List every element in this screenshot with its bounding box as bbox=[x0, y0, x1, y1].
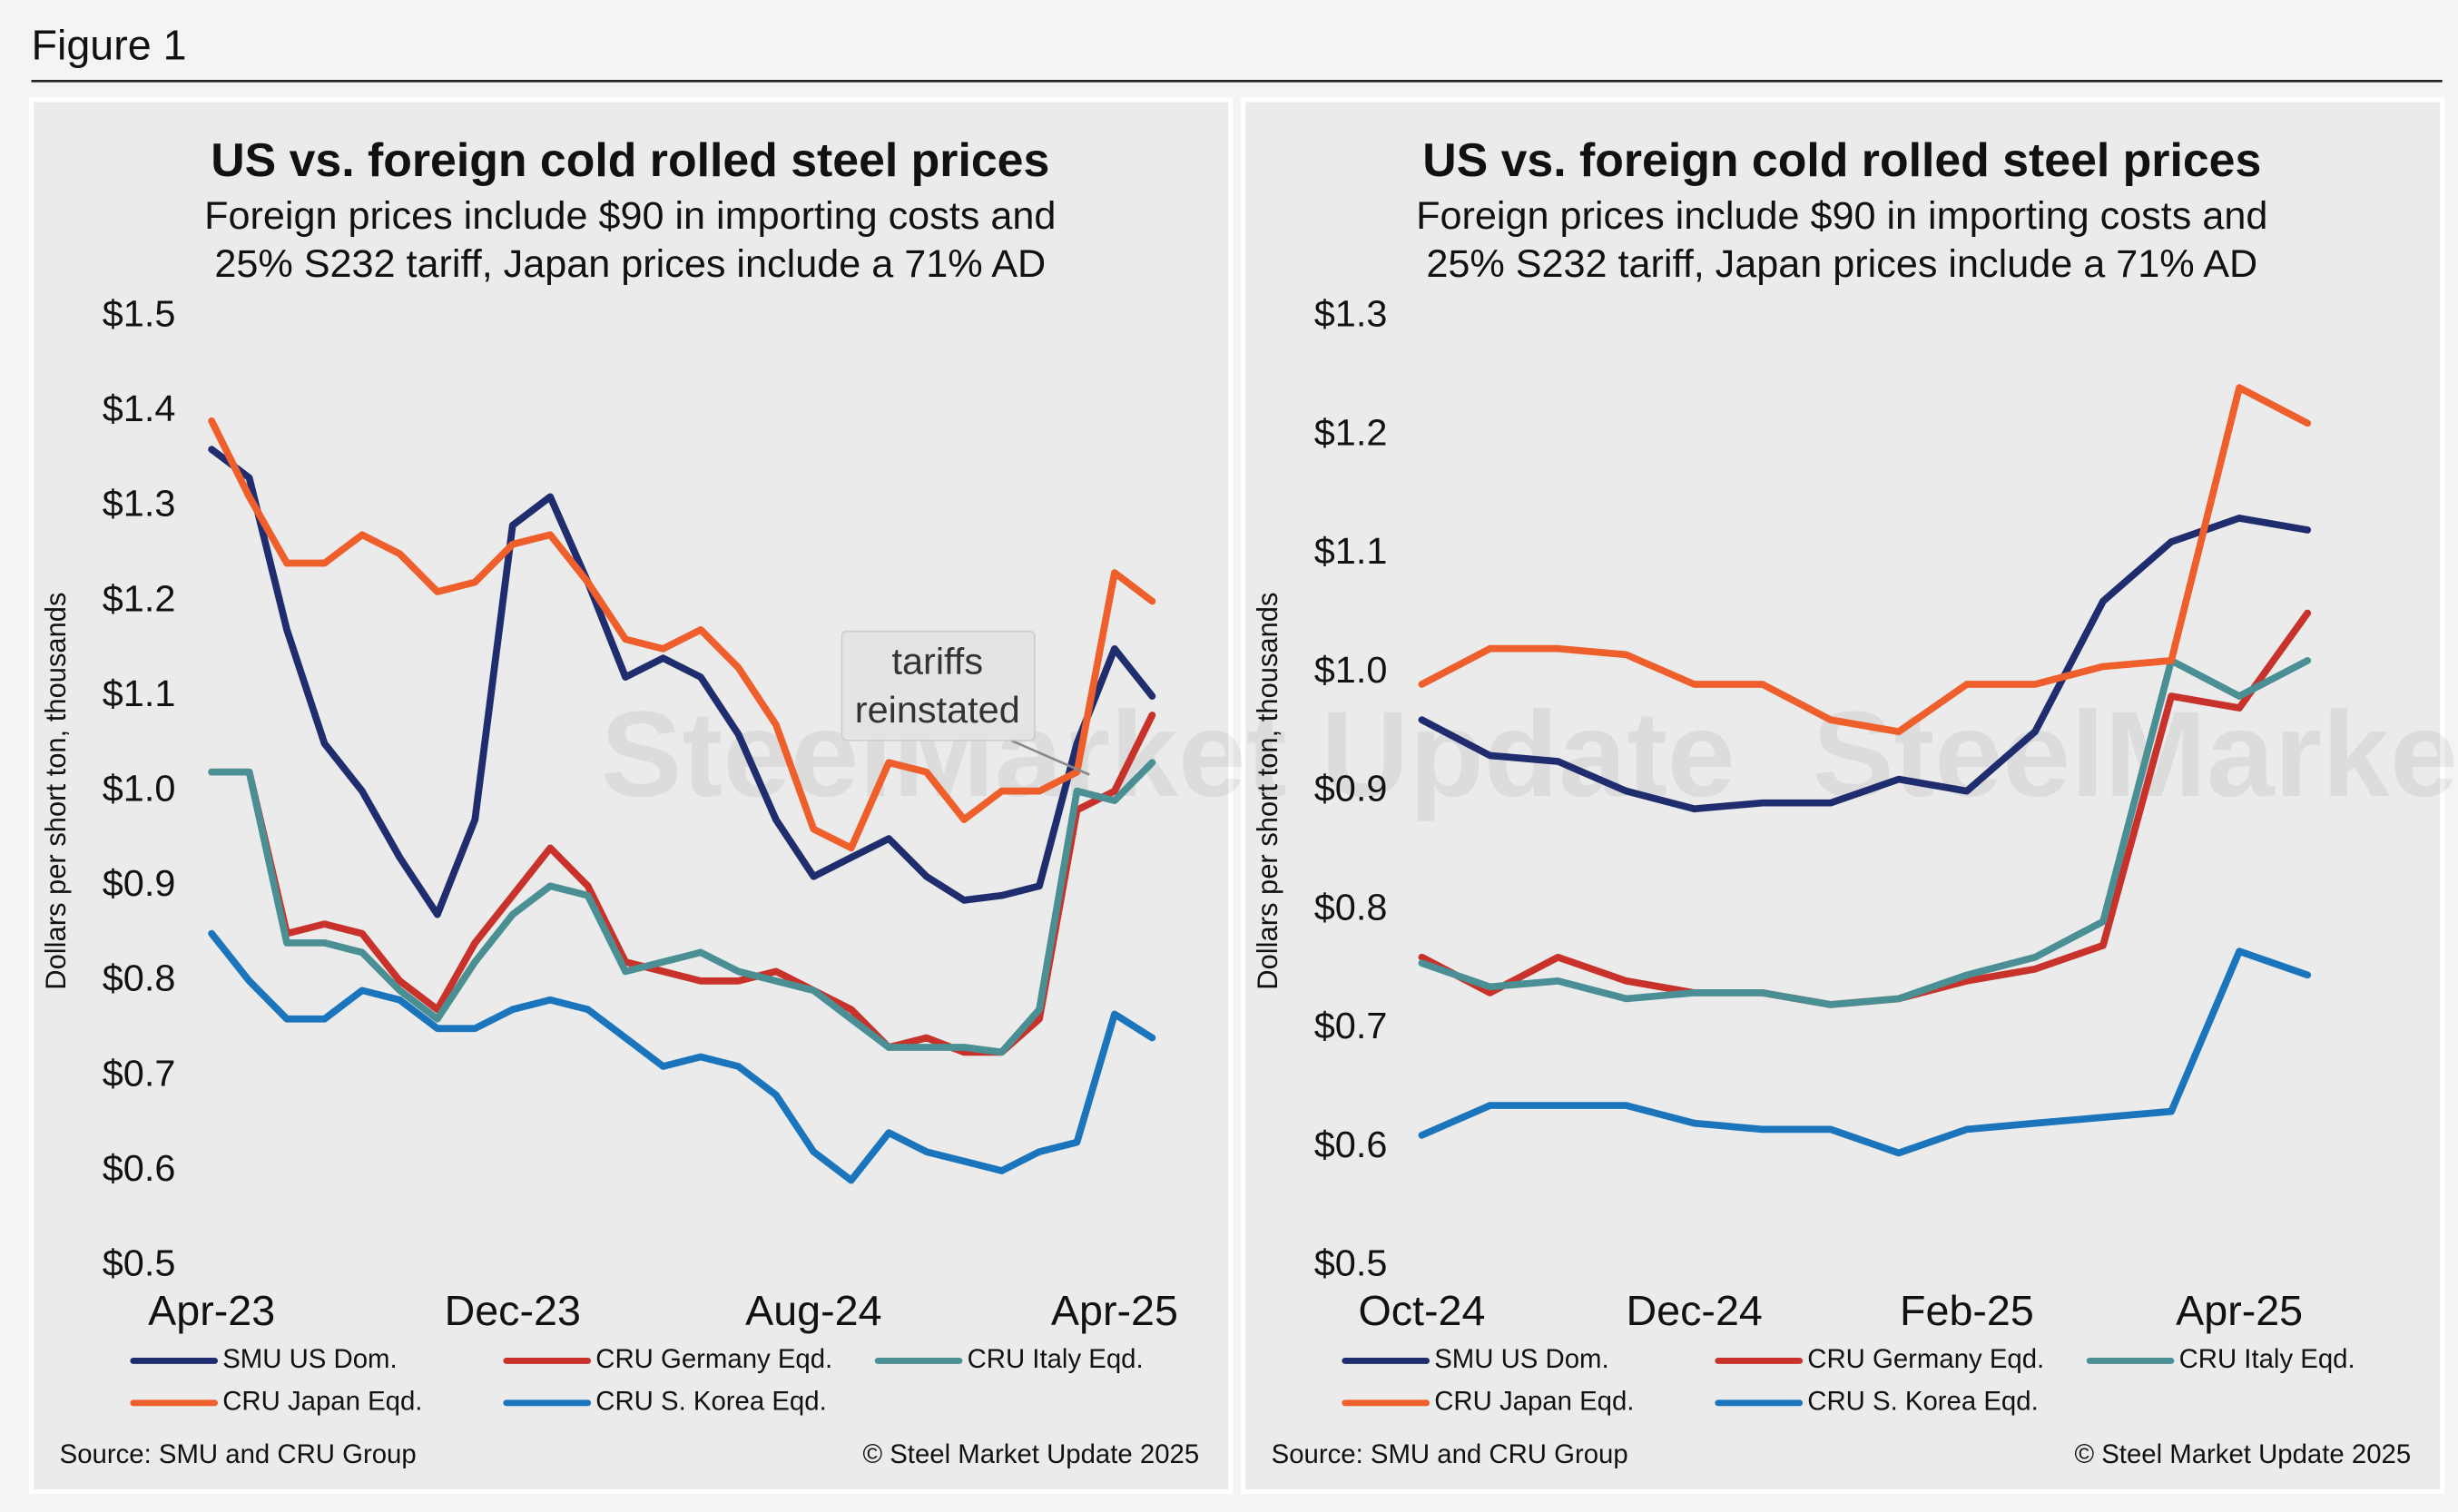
legend-label: CRU Japan Eqd. bbox=[222, 1388, 422, 1417]
legend-label: CRU Japan Eqd. bbox=[1434, 1388, 1634, 1417]
y-tick-label: $1.1 bbox=[103, 673, 176, 714]
y-tick-label: $1.4 bbox=[103, 388, 176, 429]
x-tick-label: Oct-24 bbox=[1358, 1287, 1485, 1334]
y-tick-label: $0.9 bbox=[1314, 768, 1388, 810]
x-tick-label: Dec-23 bbox=[445, 1287, 581, 1334]
annotation-text: reinstated bbox=[855, 689, 1020, 731]
y-tick-label: $0.7 bbox=[103, 1052, 176, 1094]
chart-subtitle: 25% S232 tariff, Japan prices include a … bbox=[214, 242, 1046, 286]
y-tick-label: $0.6 bbox=[103, 1147, 176, 1189]
series-line bbox=[208, 446, 1156, 918]
y-tick-label: $1.1 bbox=[1314, 530, 1388, 572]
series-line bbox=[1418, 384, 2312, 736]
legend-label: CRU S. Korea Eqd. bbox=[1807, 1388, 2038, 1417]
y-tick-label: $1.0 bbox=[1314, 649, 1388, 691]
chart-subtitle: 25% S232 tariff, Japan prices include a … bbox=[1426, 242, 2257, 286]
legend-label: CRU Italy Eqd. bbox=[2179, 1345, 2355, 1374]
series-line bbox=[208, 759, 1156, 1056]
y-tick-label: $0.7 bbox=[1314, 1005, 1388, 1046]
y-tick-label: $0.9 bbox=[103, 862, 176, 904]
chart-subtitle: Foreign prices include $90 in importing … bbox=[1416, 194, 2267, 238]
x-tick-label: Apr-23 bbox=[148, 1287, 275, 1334]
x-tick-label: Apr-25 bbox=[1051, 1287, 1178, 1334]
annotation-box bbox=[841, 630, 1036, 741]
chart-title: US vs. foreign cold rolled steel prices bbox=[211, 133, 1049, 186]
copyright: © Steel Market Update 2025 bbox=[862, 1440, 1199, 1469]
series-line bbox=[1418, 657, 2312, 1008]
y-tick-label: $1.0 bbox=[103, 768, 176, 810]
legend-label: CRU S. Korea Eqd. bbox=[595, 1388, 826, 1417]
chart-title: US vs. foreign cold rolled steel prices bbox=[1422, 133, 2261, 186]
panel bbox=[28, 97, 1234, 1495]
y-tick-label: $0.8 bbox=[1314, 886, 1388, 928]
legend-label: CRU Germany Eqd. bbox=[595, 1345, 832, 1374]
y-tick-label: $1.5 bbox=[103, 293, 176, 335]
y-axis-label: Dollars per short ton, thousands bbox=[1252, 593, 1283, 990]
y-tick-label: $0.5 bbox=[103, 1242, 176, 1284]
figure-label: Figure 1 bbox=[32, 22, 187, 69]
source-note: Source: SMU and CRU Group bbox=[60, 1440, 417, 1469]
series-line bbox=[1418, 515, 2312, 813]
y-tick-label: $0.8 bbox=[103, 957, 176, 999]
x-tick-label: Dec-24 bbox=[1627, 1287, 1763, 1334]
y-axis-label: Dollars per short ton, thousands bbox=[40, 593, 72, 990]
legend-label: CRU Germany Eqd. bbox=[1807, 1345, 2044, 1374]
y-tick-label: $0.5 bbox=[1314, 1242, 1388, 1284]
legend-label: SMU US Dom. bbox=[1434, 1345, 1608, 1374]
series-line bbox=[208, 929, 1156, 1184]
x-tick-label: Feb-25 bbox=[1900, 1287, 2034, 1334]
y-tick-label: $1.2 bbox=[103, 577, 176, 619]
legend-label: SMU US Dom. bbox=[222, 1345, 397, 1374]
copyright: © Steel Market Update 2025 bbox=[2074, 1440, 2411, 1469]
series-line bbox=[1418, 947, 2312, 1157]
y-tick-label: $1.3 bbox=[103, 483, 176, 525]
x-tick-label: Aug-24 bbox=[745, 1287, 881, 1334]
y-tick-label: $1.3 bbox=[1314, 293, 1388, 335]
legend-label: CRU Italy Eqd. bbox=[968, 1345, 1144, 1374]
series-line bbox=[208, 417, 1156, 852]
annotation-leader bbox=[1010, 739, 1090, 776]
y-tick-label: $0.6 bbox=[1314, 1124, 1388, 1165]
x-tick-label: Apr-25 bbox=[2176, 1287, 2303, 1334]
chart-subtitle: Foreign prices include $90 in importing … bbox=[204, 194, 1056, 238]
source-note: Source: SMU and CRU Group bbox=[1272, 1440, 1628, 1469]
y-tick-label: $1.2 bbox=[1314, 411, 1388, 453]
annotation-text: tariffs bbox=[891, 641, 983, 682]
